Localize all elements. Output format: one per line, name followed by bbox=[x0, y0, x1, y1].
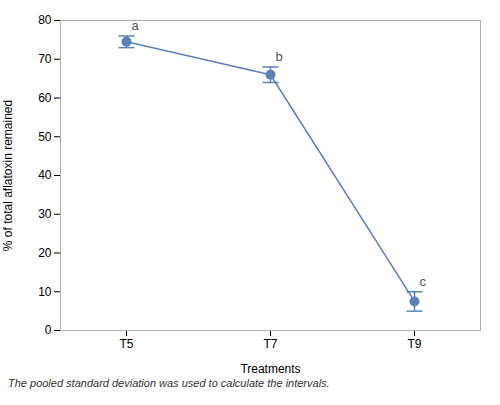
svg-text:40: 40 bbox=[38, 168, 52, 182]
svg-text:0: 0 bbox=[45, 323, 52, 337]
svg-text:Treatments: Treatments bbox=[240, 362, 300, 376]
svg-text:10: 10 bbox=[38, 285, 52, 299]
svg-text:30: 30 bbox=[38, 207, 52, 221]
svg-text:T7: T7 bbox=[263, 337, 277, 351]
svg-text:a: a bbox=[131, 18, 139, 33]
svg-text:70: 70 bbox=[38, 52, 52, 66]
svg-text:80: 80 bbox=[38, 13, 52, 27]
svg-text:20: 20 bbox=[38, 246, 52, 260]
svg-text:60: 60 bbox=[38, 91, 52, 105]
svg-text:T9: T9 bbox=[407, 337, 421, 351]
html-text:The pooled standard deviation: The pooled standard deviation was used t… bbox=[8, 377, 330, 389]
svg-text:c: c bbox=[420, 274, 427, 289]
svg-text:% of total aflatoxin remained: % of total aflatoxin remained bbox=[1, 100, 15, 251]
svg-text:b: b bbox=[276, 49, 283, 64]
svg-text:T5: T5 bbox=[119, 337, 133, 351]
svg-text:50: 50 bbox=[38, 130, 52, 144]
